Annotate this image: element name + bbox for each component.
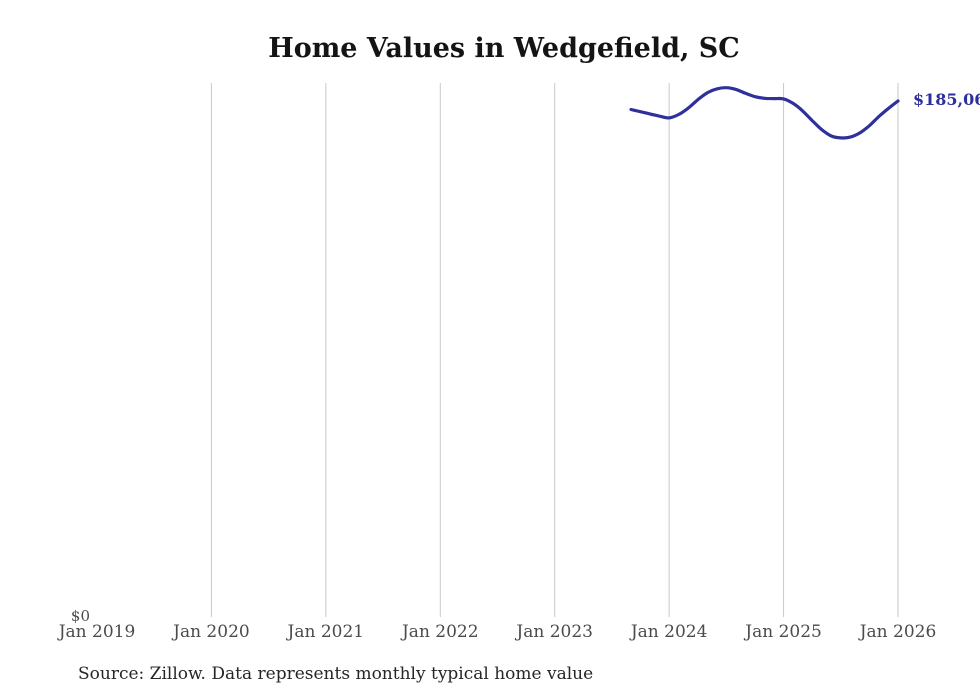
- x-axis-tick-label: Jan 2020: [173, 622, 250, 642]
- x-axis-tick-label: Jan 2019: [58, 622, 136, 642]
- x-axis-tick-label: Jan 2024: [630, 622, 708, 642]
- end-value-label: $185,060: [913, 90, 980, 109]
- x-axis-tick-label: Jan 2022: [401, 622, 479, 642]
- chart-title: Home Values in Wedgefield, SC: [268, 33, 740, 64]
- x-axis-tick-label: Jan 2025: [745, 622, 822, 642]
- y-zero-label: $0: [70, 607, 90, 625]
- x-axis-tick-label: Jan 2026: [859, 622, 937, 642]
- source-note: Source: Zillow. Data represents monthly …: [78, 664, 594, 684]
- value-line: [629, 86, 900, 140]
- x-axis-tick-label: Jan 2023: [516, 622, 593, 642]
- x-axis-tick-label: Jan 2021: [287, 622, 365, 642]
